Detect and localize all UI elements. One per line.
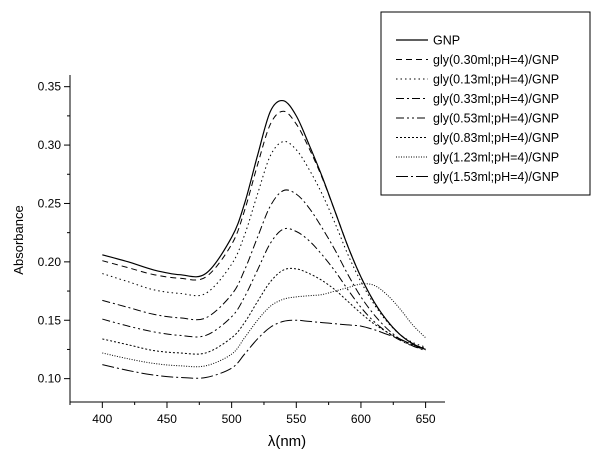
legend: GNP gly(0.30ml;pH=4)/GNP gly(0.13ml;pH=4)/… [380, 11, 591, 196]
series-line-2 [102, 110, 426, 350]
x-tick-label: 500 [222, 412, 242, 426]
legend-label: gly(0.13ml;pH=4)/GNP [433, 73, 559, 87]
legend-label: gly(1.23ml;pH=4)/GNP [433, 151, 559, 165]
x-axis-title: λ(nm) [268, 433, 306, 450]
y-tick-label: 0.35 [38, 80, 62, 94]
axes [69, 75, 445, 403]
series-line-1 [102, 99, 426, 350]
y-tick-label: 0.30 [38, 138, 62, 152]
series-line-4 [102, 189, 426, 352]
series-line-7 [102, 283, 426, 368]
series-line-3 [102, 140, 426, 348]
series-line-8 [102, 319, 426, 379]
x-tick-label: 600 [351, 412, 371, 426]
legend-label: gly(0.83ml;pH=4)/GNP [433, 131, 559, 145]
data-series [102, 99, 426, 379]
y-tick-label: 0.20 [38, 255, 62, 269]
ticks: 400 450 500 550 600 650 0.10 0.15 0.20 0.25 0.30 0.… [38, 80, 436, 426]
legend-label: gly(1.53ml;pH=4)/GNP [433, 170, 559, 184]
legend-label: gly(0.30ml;pH=4)/GNP [433, 53, 559, 67]
legend-box [380, 11, 591, 196]
x-tick-label: 450 [157, 412, 177, 426]
legend-label: GNP [433, 34, 460, 48]
legend-label: gly(0.33ml;pH=4)/GNP [433, 92, 559, 106]
x-tick-label: 400 [92, 412, 112, 426]
legend-label: gly(0.53ml;pH=4)/GNP [433, 112, 559, 126]
y-axis-title: Absorbance [11, 205, 26, 274]
x-tick-label: 550 [286, 412, 306, 426]
x-tick-label: 650 [416, 412, 436, 426]
y-tick-label: 0.25 [38, 196, 62, 210]
series-line-6 [102, 267, 426, 355]
y-tick-label: 0.10 [38, 372, 62, 386]
y-tick-label: 0.15 [38, 313, 62, 327]
